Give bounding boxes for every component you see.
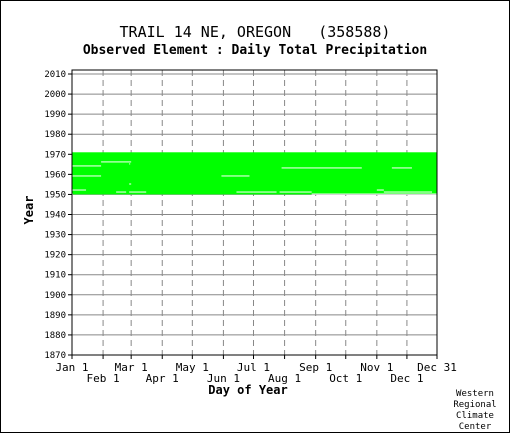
missing-gap-0 (72, 165, 102, 167)
x-tick-label-305: Nov 1 (360, 361, 393, 374)
data-coverage (72, 152, 437, 195)
credit-line-2: Regional (453, 400, 497, 410)
missing-gap-2 (72, 189, 87, 191)
chart-subtitle: Observed Element : Daily Total Precipita… (82, 43, 428, 58)
credit-line-1: Western (456, 389, 494, 399)
x-tick-label-365: Dec 31 (417, 361, 457, 374)
missing-gap-3 (116, 191, 127, 193)
missing-gap-7 (129, 191, 147, 193)
x-tick-label-32: Feb 1 (87, 372, 120, 385)
wrcc-credit: Western Regional Climate Center (445, 389, 505, 433)
x-tick-label-91: Apr 1 (146, 372, 179, 385)
y-tick-label-1930: 1930 (44, 231, 66, 241)
credit-line-4: Center (458, 422, 492, 432)
plot-border (71, 69, 438, 356)
missing-gap-9 (236, 191, 277, 193)
y-tick-label-1920: 1920 (44, 251, 66, 261)
y-tick-label-1990: 1990 (44, 110, 66, 120)
x-tick-label-244: Sep 1 (299, 361, 332, 374)
x-tick-label-60: Mar 1 (115, 361, 148, 374)
y-tick-label-1960: 1960 (44, 170, 66, 180)
missing-gap-13 (376, 189, 384, 191)
missing-gap-12 (311, 193, 437, 195)
chart-title: TRAIL 14 NE, OREGON (358588) (119, 23, 391, 41)
missing-gap-6 (129, 163, 131, 165)
x-tick-label-152: Jun 1 (207, 372, 240, 385)
x-tick-label-182: Jul 1 (237, 361, 270, 374)
y-tick-label-2000: 2000 (44, 90, 66, 100)
missing-gap-11 (279, 191, 312, 193)
missing-gap-4 (101, 161, 132, 163)
grid-lines (72, 70, 437, 356)
y-tick-label-1950: 1950 (44, 190, 66, 200)
x-tick-label-335: Dec 1 (390, 372, 423, 385)
y-tick-label-1910: 1910 (44, 271, 66, 281)
missing-gap-5 (129, 183, 132, 185)
credit-line-3: Climate (456, 411, 494, 421)
y-tick-label-1880: 1880 (44, 331, 66, 341)
missing-gap-8 (221, 175, 250, 177)
y-tick-label-1870: 1870 (44, 351, 66, 361)
y-tick-label-2010: 2010 (44, 70, 66, 80)
missing-gap-14 (391, 167, 412, 169)
x-axis-label: Day of Year (208, 383, 287, 397)
y-tick-label-1900: 1900 (44, 291, 66, 301)
data-period-0 (72, 152, 437, 195)
y-tick-label-1980: 1980 (44, 130, 66, 140)
missing-gap-1 (72, 175, 102, 177)
x-tick-label-274: Oct 1 (329, 372, 362, 385)
y-tick-label-1940: 1940 (44, 211, 66, 221)
y-tick-label-1970: 1970 (44, 150, 66, 160)
missing-gap-16 (383, 191, 432, 193)
x-tick-label-1: Jan 1 (55, 361, 88, 374)
tick-labels: 1870 1880 1890 1900 1910 1920 1930 1940 1950 1960… (44, 70, 457, 385)
y-axis-label: Year (22, 196, 36, 225)
x-tick-label-213: Aug 1 (268, 372, 301, 385)
x-tick-label-121: May 1 (176, 361, 209, 374)
plot-axes (68, 69, 438, 359)
y-tick-label-1890: 1890 (44, 311, 66, 321)
missing-gap-10 (281, 167, 362, 169)
